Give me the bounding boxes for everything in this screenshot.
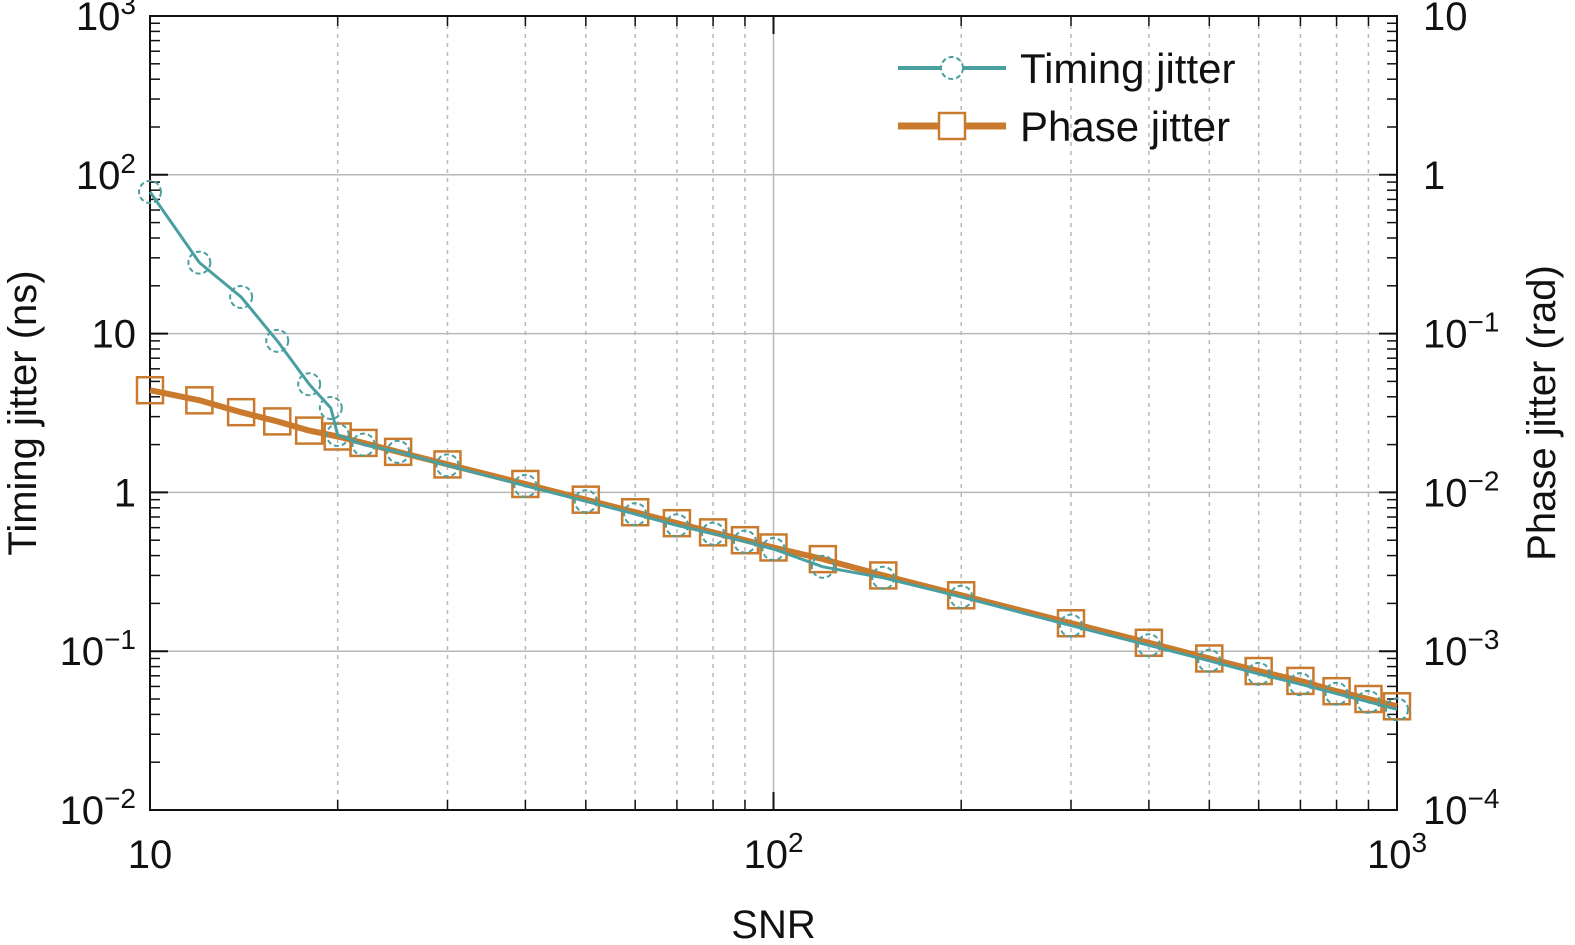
data-point-circle	[573, 489, 598, 514]
data-point-circle	[229, 285, 254, 310]
y-left-tick-label: 10	[92, 313, 137, 357]
y-axis-left-title: Timing jitter (ns)	[1, 270, 45, 555]
data-point-circle	[623, 502, 648, 527]
data-point-circle	[664, 513, 689, 538]
data-point-circle	[435, 453, 460, 478]
data-point-square	[294, 416, 324, 445]
series-layer	[135, 179, 1412, 722]
data-point-circle	[1246, 661, 1271, 686]
data-point-circle	[1324, 681, 1349, 706]
legend-marker-circle	[940, 56, 964, 80]
y-left-tick-label: 10−2	[60, 783, 136, 833]
legend-label: Phase jitter	[1020, 103, 1230, 150]
series-timing-jitter	[138, 179, 1409, 722]
data-point-circle	[1136, 633, 1161, 658]
data-point-circle	[1385, 697, 1409, 722]
x-tick-label: 10	[128, 833, 173, 877]
data-point-circle	[1197, 648, 1222, 673]
data-point-circle	[701, 521, 726, 546]
y-right-tick-label: 1	[1423, 154, 1445, 198]
data-point-circle	[1288, 672, 1313, 697]
data-point-circle	[318, 396, 343, 421]
data-point-square	[226, 397, 256, 427]
data-point-circle	[1058, 613, 1083, 638]
legend-label: Timing jitter	[1020, 45, 1235, 92]
x-tick-label: 102	[743, 827, 803, 877]
y-axis-right-title: Phase jitter (rad)	[1520, 265, 1564, 561]
data-point-circle	[187, 250, 212, 275]
data-point-circle	[386, 439, 411, 464]
axis-ticks: 10 102 10310−210−111010210310−410−310−210−…	[60, 0, 1500, 877]
data-point-circle	[351, 432, 376, 457]
data-point-square	[263, 407, 292, 436]
legend-item: Timing jitter	[898, 45, 1235, 92]
data-point-circle	[325, 422, 350, 447]
data-point-circle	[1356, 689, 1381, 714]
data-point-square	[135, 375, 165, 405]
data-point-circle	[732, 529, 757, 554]
data-point-circle	[810, 554, 835, 579]
y-left-tick-label: 103	[76, 0, 136, 39]
y-left-tick-label: 10−1	[60, 624, 136, 674]
y-right-tick-label: 10	[1423, 0, 1468, 39]
data-point-circle	[949, 584, 974, 609]
x-axis-title: SNR	[731, 903, 815, 945]
legend-item: Phase jitter	[898, 103, 1230, 150]
data-point-circle	[871, 565, 896, 590]
data-point-square	[433, 450, 462, 479]
x-tick-label: 103	[1367, 827, 1427, 877]
y-right-tick-label: 10−3	[1423, 624, 1499, 674]
data-point-circle	[513, 473, 538, 498]
y-left-tick-label: 1	[114, 471, 136, 515]
data-point-square	[383, 437, 413, 467]
data-point-square	[808, 544, 838, 574]
grid	[150, 16, 1397, 810]
data-point-circle	[761, 537, 786, 562]
y-right-tick-label: 10−1	[1423, 307, 1499, 357]
data-point-circle	[297, 372, 322, 397]
y-right-tick-label: 10−2	[1423, 465, 1499, 515]
legend-marker-square	[937, 111, 967, 141]
data-point-circle	[265, 328, 290, 353]
y-left-tick-label: 102	[76, 148, 136, 198]
legend: Timing jitter Phase jitter	[898, 45, 1235, 150]
data-point-square	[185, 386, 214, 415]
y-right-tick-label: 10−4	[1423, 783, 1499, 833]
data-point-circle	[138, 179, 162, 204]
series-line	[148, 191, 1398, 711]
